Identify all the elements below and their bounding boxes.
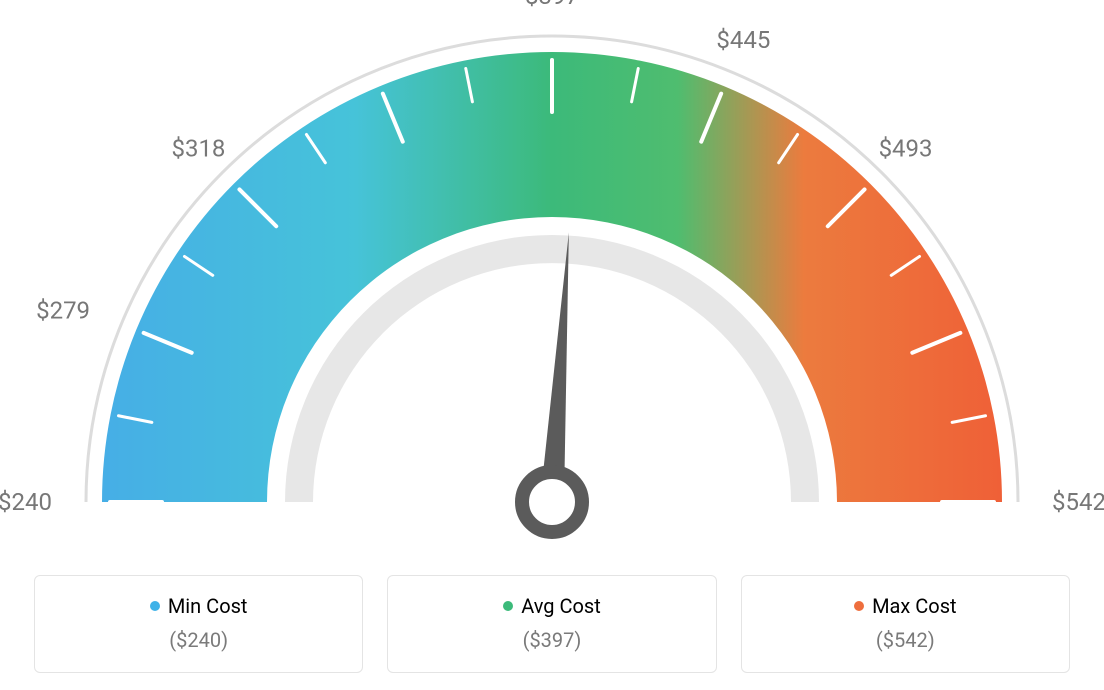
- gauge-tick-label: $542: [1052, 488, 1104, 516]
- legend-label-min: Min Cost: [150, 594, 248, 618]
- gauge-tick-label: $445: [716, 26, 770, 54]
- legend-label-min-text: Min Cost: [168, 594, 248, 618]
- legend-row: Min Cost ($240) Avg Cost ($397) Max Cost…: [0, 575, 1104, 673]
- legend-card-max: Max Cost ($542): [741, 575, 1070, 673]
- legend-value-max: ($542): [742, 628, 1069, 652]
- legend-label-max-text: Max Cost: [872, 594, 957, 618]
- legend-label-avg: Avg Cost: [503, 594, 601, 618]
- gauge-chart: $240 $279 $318 $397 $445 $493 $542: [0, 0, 1104, 575]
- legend-card-min: Min Cost ($240): [34, 575, 363, 673]
- gauge-tick-label: $240: [0, 488, 52, 516]
- legend-label-max: Max Cost: [854, 594, 957, 618]
- legend-value-min: ($240): [35, 628, 362, 652]
- gauge-tick-label: $279: [36, 297, 90, 325]
- gauge-svg: $240 $279 $318 $397 $445 $493 $542: [0, 0, 1104, 575]
- gauge-tick-label: $397: [525, 0, 579, 10]
- legend-label-avg-text: Avg Cost: [521, 594, 601, 618]
- legend-value-avg: ($397): [388, 628, 715, 652]
- legend-card-avg: Avg Cost ($397): [387, 575, 716, 673]
- gauge-needle: [540, 233, 569, 503]
- gauge-needle-hub: [522, 472, 582, 532]
- gauge-tick-label: $318: [171, 134, 225, 162]
- cost-gauge-widget: $240 $279 $318 $397 $445 $493 $542 Min Cost ($…: [0, 0, 1104, 690]
- gauge-tick-label: $493: [879, 134, 933, 162]
